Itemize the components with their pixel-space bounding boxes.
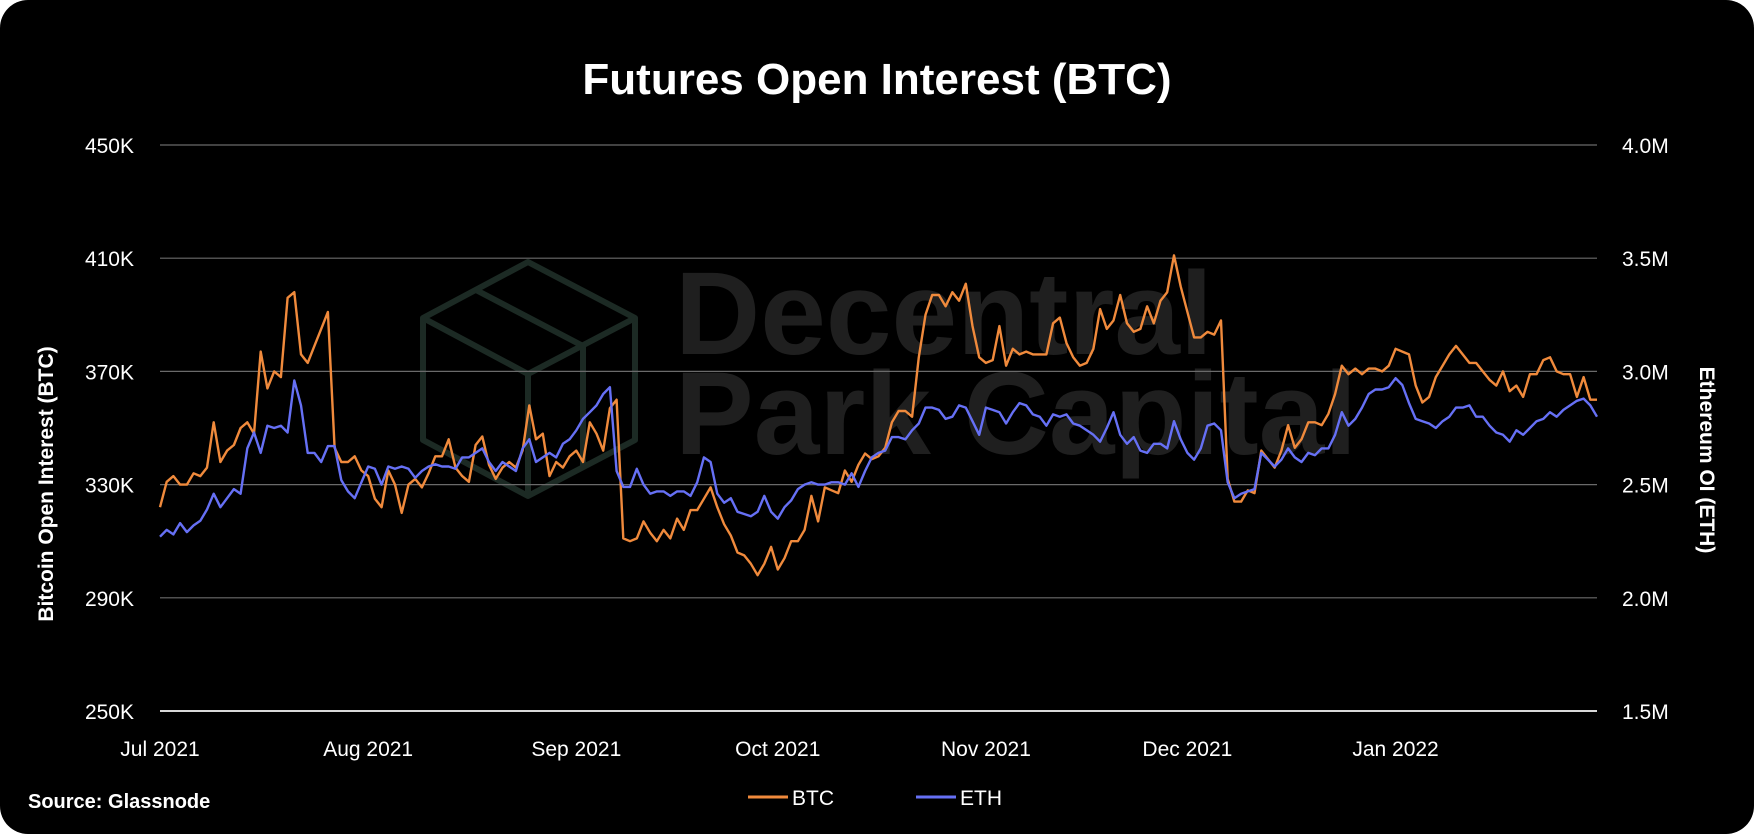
- right-tick-label: 1.5M: [1622, 701, 1669, 724]
- watermark-line-2: Park Capital: [675, 348, 1357, 480]
- x-tick-label: Jul 2021: [120, 738, 199, 761]
- left-tick-label: 410K: [85, 248, 134, 271]
- right-tick-label: 3.5M: [1622, 248, 1669, 271]
- legend: BTC ETH: [748, 787, 1002, 810]
- left-axis-label: Bitcoin Open Interest (BTC): [35, 346, 58, 621]
- right-tick-label: 3.0M: [1622, 361, 1669, 384]
- left-tick-label: 250K: [85, 701, 134, 724]
- x-tick-label: Dec 2021: [1142, 738, 1232, 761]
- x-axis-ticks: Jul 2021 Aug 2021 Sep 2021 Oct 2021 Nov 2021…: [120, 738, 1438, 761]
- x-tick-label: Oct 2021: [735, 738, 820, 761]
- btc-series-line: [158, 254, 1597, 577]
- watermark-logo-icon: [420, 259, 638, 499]
- right-axis-ticks: 1.5M 2.0M 2.5M 3.0M 3.5M 4.0M: [1622, 135, 1669, 724]
- x-tick-label: Sep 2021: [531, 738, 621, 761]
- right-tick-label: 2.0M: [1622, 588, 1669, 611]
- x-tick-label: Aug 2021: [323, 738, 413, 761]
- watermark: Decentral Park Capital: [420, 248, 1357, 499]
- legend-btc-label: BTC: [792, 787, 834, 810]
- right-axis-label: Ethereum OI (ETH): [1695, 367, 1718, 554]
- left-axis-ticks: 250K 290K 330K 370K 410K 450K: [85, 135, 134, 724]
- left-tick-label: 290K: [85, 588, 134, 611]
- right-tick-label: 4.0M: [1622, 135, 1669, 158]
- source-note: Source: Glassnode: [28, 791, 210, 813]
- legend-eth-label: ETH: [960, 787, 1002, 810]
- x-tick-label: Jan 2022: [1352, 738, 1438, 761]
- left-tick-label: 370K: [85, 361, 134, 384]
- watermark-line-1: Decentral: [675, 248, 1213, 380]
- left-tick-label: 450K: [85, 135, 134, 158]
- chart-title: Futures Open Interest (BTC): [582, 55, 1171, 104]
- series-lines: [158, 254, 1599, 577]
- right-tick-label: 2.5M: [1622, 475, 1669, 498]
- x-tick-label: Nov 2021: [941, 738, 1031, 761]
- left-tick-label: 330K: [85, 475, 134, 498]
- eth-series-line: [159, 377, 1599, 538]
